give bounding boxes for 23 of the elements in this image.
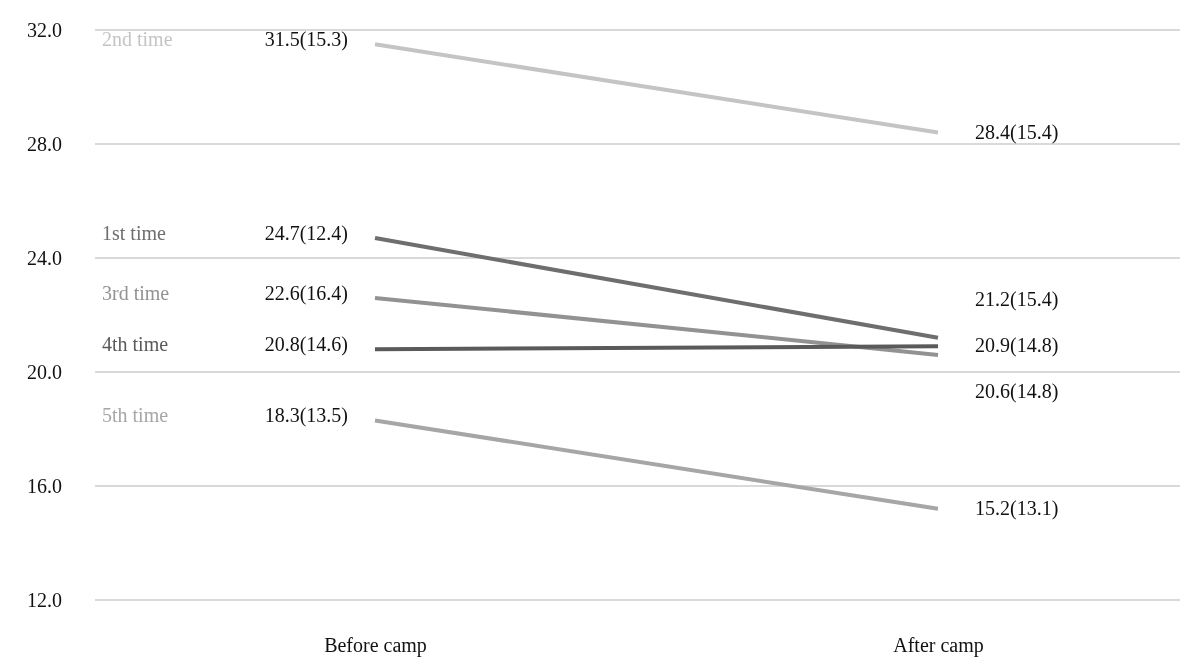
data-label: 20.8(14.6) [264, 333, 348, 357]
data-label: 15.2(13.1) [975, 496, 1059, 520]
text: 5th time [102, 404, 169, 427]
data-label: 20.6(14.8) [975, 380, 1059, 404]
y-tick-label: 24.0 [27, 246, 62, 269]
data-label: 20.9(14.8) [975, 334, 1059, 358]
data-label: 24.7(12.4) [264, 222, 348, 246]
y-tick-label: 12.0 [27, 588, 62, 611]
text: 4th time [102, 333, 169, 356]
text: 2nd time [102, 28, 173, 51]
data-label: 21.2(15.4) [975, 288, 1059, 312]
data-label: 28.4(15.4) [975, 120, 1059, 144]
data-label: 31.5(15.3) [264, 28, 348, 52]
y-tick-label: 16.0 [27, 474, 62, 497]
y-tick-label: 32.0 [27, 18, 62, 41]
x-tick-label: After camp [893, 634, 984, 658]
data-label: 18.3(13.5) [264, 404, 348, 428]
text: 3rd time [102, 281, 170, 304]
text: 1st time [102, 222, 167, 245]
data-label: 22.6(16.4) [264, 281, 348, 305]
x-tick-label: Before camp [324, 634, 427, 658]
y-tick-label: 20.0 [27, 360, 62, 383]
y-tick-label: 28.0 [27, 132, 62, 155]
